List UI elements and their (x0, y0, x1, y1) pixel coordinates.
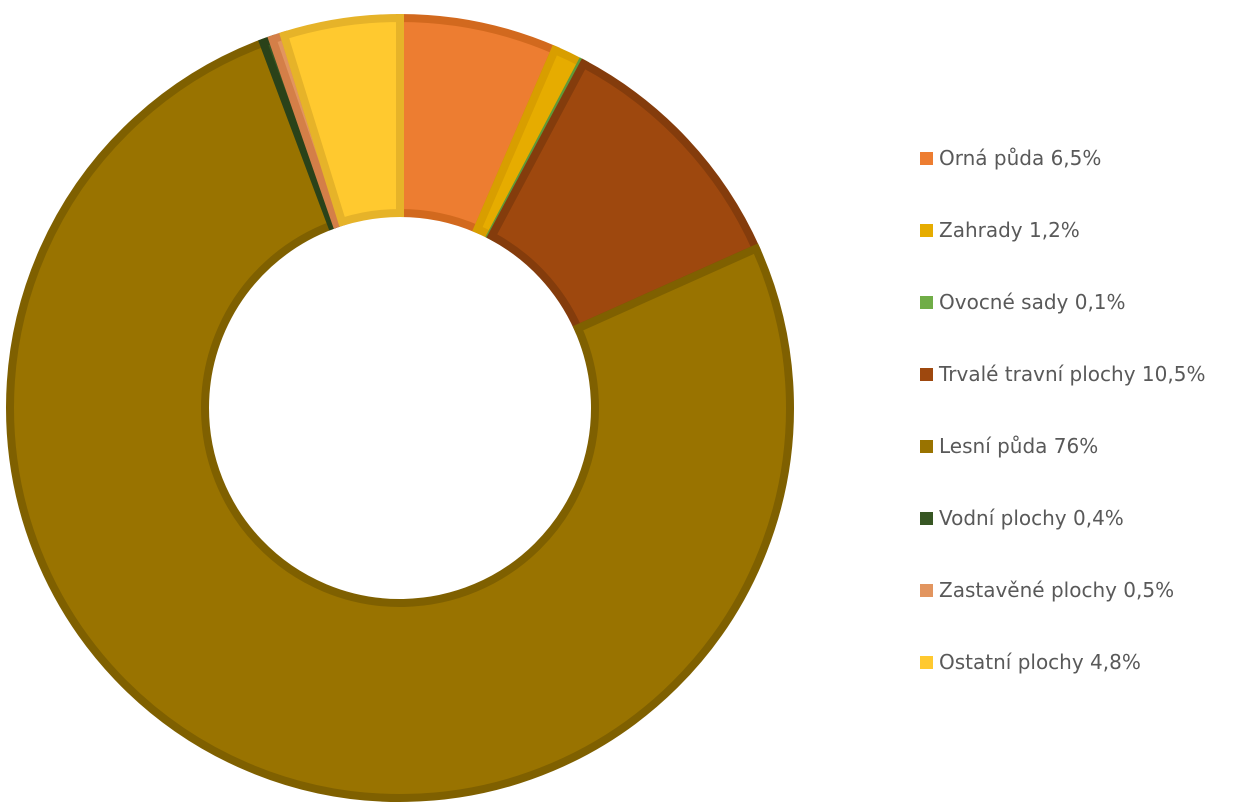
legend-swatch (920, 223, 933, 237)
legend-label: Ostatní plochy 4,8% (939, 650, 1141, 674)
legend-swatch (920, 583, 933, 597)
legend-swatch (920, 511, 933, 525)
legend-label: Zahrady 1,2% (939, 218, 1080, 242)
doughnut-slice-8 (279, 13, 404, 227)
legend-item: Zahrady 1,2% (920, 194, 1205, 266)
legend-swatch (920, 439, 933, 453)
legend-swatch (920, 151, 933, 165)
legend-swatch (920, 367, 933, 381)
legend-label: Vodní plochy 0,4% (939, 506, 1124, 530)
chart-legend: Orná půda 6,5% Zahrady 1,2% Ovocné sady 0,… (920, 122, 1205, 698)
legend-item: Lesní půda 76% (920, 410, 1205, 482)
legend-label: Zastavěné plochy 0,5% (939, 578, 1175, 602)
legend-item: Ovocné sady 0,1% (920, 266, 1205, 338)
legend-swatch (920, 655, 933, 669)
doughnut-slice-5 (6, 37, 794, 802)
legend-label: Lesní půda 76% (939, 434, 1099, 458)
legend-label: Trvalé travní plochy 10,5% (939, 362, 1206, 386)
legend-label: Ovocné sady 0,1% (939, 290, 1126, 314)
legend-item: Trvalé travní plochy 10,5% (920, 338, 1205, 410)
legend-label: Orná půda 6,5% (939, 146, 1102, 170)
legend-item: Zastavěné plochy 0,5% (920, 554, 1205, 626)
legend-item: Ostatní plochy 4,8% (920, 626, 1205, 698)
legend-swatch (920, 295, 933, 309)
legend-item: Orná půda 6,5% (920, 122, 1205, 194)
legend-item: Vodní plochy 0,4% (920, 482, 1205, 554)
